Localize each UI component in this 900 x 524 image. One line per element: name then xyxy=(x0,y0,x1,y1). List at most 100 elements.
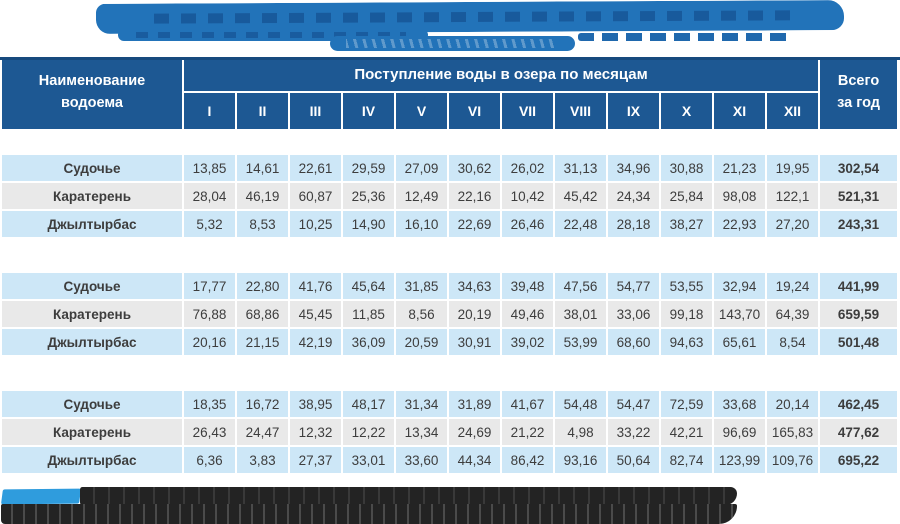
lake-name: Судочье xyxy=(2,273,182,299)
month-header-V: V xyxy=(396,93,447,129)
month-value: 45,45 xyxy=(290,301,341,327)
month-value: 34,63 xyxy=(449,273,500,299)
month-header-III: III xyxy=(290,93,341,129)
table-row: Каратерень 76,88 68,86 45,45 11,85 8,56 20,19 4… xyxy=(2,301,898,327)
month-value: 13,85 xyxy=(184,155,235,181)
month-value: 26,02 xyxy=(502,155,553,181)
table-row: Каратерень 28,04 46,19 60,87 25,36 12,49 22,16… xyxy=(2,183,898,209)
month-value: 20,14 xyxy=(767,391,819,417)
month-value: 5,32 xyxy=(184,211,235,237)
month-value: 28,18 xyxy=(608,211,659,237)
month-value: 14,90 xyxy=(343,211,394,237)
month-value: 14,61 xyxy=(237,155,288,181)
month-value: 8,56 xyxy=(396,301,447,327)
month-value: 24,34 xyxy=(608,183,659,209)
month-value: 72,59 xyxy=(661,391,712,417)
month-value: 20,16 xyxy=(184,329,235,355)
title-underline-strokes xyxy=(578,33,790,41)
caption-redacted xyxy=(0,484,900,524)
group-spacer xyxy=(2,357,898,389)
month-value: 54,77 xyxy=(608,273,659,299)
months-row: I II III IV V VI VII VIII IX X XI XII xyxy=(2,93,897,129)
month-header-II: II xyxy=(237,93,288,129)
month-header-VII: VII xyxy=(502,93,553,129)
month-value: 26,46 xyxy=(502,211,553,237)
month-value: 33,60 xyxy=(396,447,447,473)
month-value: 122,1 xyxy=(767,183,819,209)
month-value: 8,54 xyxy=(767,329,819,355)
month-value: 82,74 xyxy=(661,447,712,473)
month-value: 94,63 xyxy=(661,329,712,355)
month-header-XI: XI xyxy=(714,93,765,129)
month-value: 65,61 xyxy=(714,329,765,355)
month-value: 13,34 xyxy=(396,419,447,445)
month-value: 33,01 xyxy=(343,447,394,473)
redaction-scribble xyxy=(80,487,737,505)
month-value: 22,80 xyxy=(237,273,288,299)
month-value: 50,64 xyxy=(608,447,659,473)
month-value: 22,69 xyxy=(449,211,500,237)
month-value: 18,35 xyxy=(184,391,235,417)
month-value: 30,88 xyxy=(661,155,712,181)
month-value: 36,09 xyxy=(343,329,394,355)
month-value: 31,34 xyxy=(396,391,447,417)
month-value: 93,16 xyxy=(555,447,606,473)
month-value: 123,99 xyxy=(714,447,765,473)
month-value: 34,96 xyxy=(608,155,659,181)
month-value: 12,22 xyxy=(343,419,394,445)
month-value: 28,04 xyxy=(184,183,235,209)
table-row: Судочье 18,35 16,72 38,95 48,17 31,34 31,89 41,… xyxy=(2,391,898,417)
month-header-IX: IX xyxy=(608,93,659,129)
month-value: 30,62 xyxy=(449,155,500,181)
month-value: 20,59 xyxy=(396,329,447,355)
table-row: Каратерень 26,43 24,47 12,32 12,22 13,34 24,69… xyxy=(2,419,898,445)
month-value: 46,19 xyxy=(237,183,288,209)
month-value: 38,95 xyxy=(290,391,341,417)
table-row: Судочье 13,85 14,61 22,61 29,59 27,09 30,62 26,… xyxy=(2,155,898,181)
month-value: 41,76 xyxy=(290,273,341,299)
month-value: 11,85 xyxy=(343,301,394,327)
month-value: 53,99 xyxy=(555,329,606,355)
table-body: Судочье 13,85 14,61 22,61 29,59 27,09 30,62 26,… xyxy=(2,131,898,473)
table-row: Джылтырбас 6,36 3,83 27,37 33,01 33,60 44,34 86… xyxy=(2,447,898,473)
table-row: Джылтырбас 20,16 21,15 42,19 36,09 20,59 30,91… xyxy=(2,329,898,355)
month-value: 27,37 xyxy=(290,447,341,473)
month-value: 38,27 xyxy=(661,211,712,237)
year-total: 441,99 xyxy=(820,273,898,299)
year-total: 462,45 xyxy=(820,391,898,417)
month-header-IV: IV xyxy=(343,93,394,129)
month-value: 30,91 xyxy=(449,329,500,355)
year-total: 243,31 xyxy=(820,211,898,237)
month-value: 24,69 xyxy=(449,419,500,445)
month-value: 19,95 xyxy=(767,155,819,181)
month-value: 12,49 xyxy=(396,183,447,209)
month-value: 24,47 xyxy=(237,419,288,445)
month-value: 27,09 xyxy=(396,155,447,181)
month-value: 32,94 xyxy=(714,273,765,299)
water-inflow-table: Наименование водоема Поступление воды в … xyxy=(0,55,899,475)
month-header-VIII: VIII xyxy=(555,93,606,129)
month-value: 12,32 xyxy=(290,419,341,445)
lake-name: Джылтырбас xyxy=(2,329,182,355)
month-value: 60,87 xyxy=(290,183,341,209)
month-value: 25,84 xyxy=(661,183,712,209)
lake-name: Каратерень xyxy=(2,419,182,445)
month-header-XII: XII xyxy=(767,93,819,129)
month-header-VI: VI xyxy=(449,93,500,129)
year-total: 501,48 xyxy=(820,329,898,355)
month-value: 21,22 xyxy=(502,419,553,445)
month-value: 21,23 xyxy=(714,155,765,181)
month-header-X: X xyxy=(661,93,712,129)
month-value: 76,88 xyxy=(184,301,235,327)
month-value: 22,48 xyxy=(555,211,606,237)
month-value: 42,19 xyxy=(290,329,341,355)
month-value: 45,42 xyxy=(555,183,606,209)
month-value: 33,22 xyxy=(608,419,659,445)
month-value: 41,67 xyxy=(502,391,553,417)
group-spacer xyxy=(2,239,898,271)
month-value: 98,08 xyxy=(714,183,765,209)
month-value: 3,83 xyxy=(237,447,288,473)
month-value: 22,16 xyxy=(449,183,500,209)
title-highlight-blob xyxy=(330,36,575,51)
